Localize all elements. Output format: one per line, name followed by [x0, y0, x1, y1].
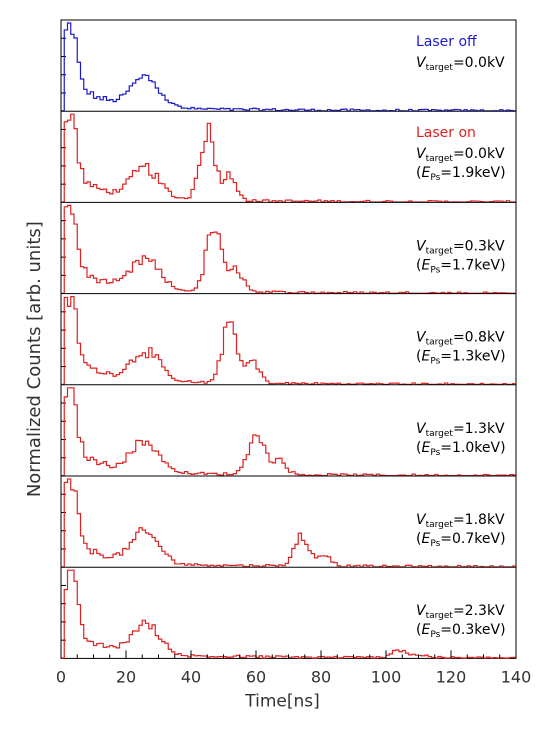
vtarget-label: Vtarget=2.3kV [416, 603, 505, 621]
eps-label: (EPs=1.3keV) [416, 349, 506, 367]
eps-label: (EPs=1.7keV) [416, 257, 506, 275]
histogram-series [61, 22, 516, 112]
eps-label: (EPs=1.0keV) [416, 440, 506, 458]
x-tick-label: 100 [371, 667, 402, 686]
x-axis-label: Time[ns] [244, 691, 320, 711]
vtarget-label: Vtarget=1.3kV [416, 421, 505, 439]
eps-label: (EPs=0.7keV) [416, 531, 506, 549]
vtarget-label: Vtarget=1.8kV [416, 512, 505, 530]
legend-label: Laser off [416, 34, 477, 50]
x-tick-label: 0 [56, 667, 66, 686]
legend-label: Laser on [416, 125, 476, 141]
x-tick-label: 120 [436, 667, 467, 686]
histogram-series [61, 113, 516, 203]
vtarget-label: Vtarget=0.8kV [416, 330, 505, 348]
x-tick-label: 80 [311, 667, 331, 686]
x-tick-label: 60 [246, 667, 266, 686]
x-tick-label: 40 [181, 667, 201, 686]
x-tick-label: 20 [116, 667, 136, 686]
histogram-series [61, 478, 516, 568]
histogram-series [61, 204, 516, 294]
vtarget-label: Vtarget=0.0kV [416, 55, 505, 73]
vtarget-label: Vtarget=0.0kV [416, 146, 505, 164]
eps-label: (EPs=0.3keV) [416, 622, 506, 640]
histogram-series [61, 569, 516, 659]
vtarget-label: Vtarget=0.3kV [416, 238, 505, 256]
x-tick-label: 140 [501, 667, 532, 686]
y-axis-label: Normalized Counts [arb. units] [24, 221, 45, 497]
eps-label: (EPs=1.9keV) [416, 165, 506, 183]
